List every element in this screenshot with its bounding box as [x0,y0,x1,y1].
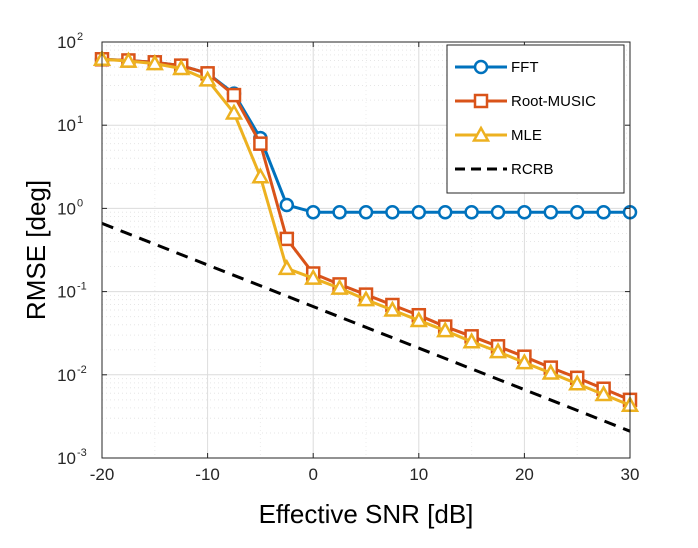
y-tick-label: 10 -3 [57,447,87,468]
data-point-mle [568,374,587,391]
data-point-mle [515,353,534,370]
y-tick-label: 10 1 [57,114,83,135]
x-axis-label: Effective SNR [dB] [259,499,474,529]
data-point-mle [251,167,270,184]
y-tick-base: 10 [57,366,76,385]
y-tick-label: 10 -2 [57,364,87,385]
data-point-mle [330,278,349,295]
y-tick-base: 10 [57,199,76,218]
legend-label: FFT [511,59,539,76]
plot-frame [101,41,631,459]
data-point-fft [385,204,400,220]
data-point-mle [383,300,402,317]
y-tick-base: 10 [57,33,76,52]
legend-entry-rcrb: RCRB [455,161,554,178]
data-point-fft [543,204,559,220]
legend-label: RCRB [511,161,554,178]
y-axis-label: RMSE [deg] [21,180,51,320]
data-point-fft [358,204,374,220]
x-tick-label: 10 [409,465,428,484]
data-point-mle [541,363,560,380]
data-point-fft [332,204,347,220]
data-point-fft [305,204,321,220]
data-point-fft [279,197,295,213]
y-tick-exponent: -3 [77,447,87,459]
data-point-mle [172,58,191,76]
y-tick-exponent: -2 [77,364,87,376]
data-point-mle [119,51,138,68]
y-tick-label: 10 2 [57,31,83,52]
data-point-root-music [279,231,295,247]
y-tick-exponent: -1 [77,281,87,293]
data-point-fft [569,204,585,220]
data-point-mle [436,321,455,338]
y-tick-exponent: 2 [77,31,83,43]
data-point-mle [488,342,508,359]
data-point-mle [409,310,428,328]
legend-swatch-marker [471,125,491,142]
data-point-mle [356,290,376,307]
legend-entry-mle: MLE [455,125,542,144]
data-point-mle [145,54,164,71]
y-tick-exponent: 0 [77,197,83,209]
legend: FFT Root-MUSIC MLE RCRB [446,44,625,194]
data-point-mle [462,332,481,349]
y-tick-label: 10 -1 [57,281,87,302]
y-tick-base: 10 [57,116,76,135]
data-point-fft [437,204,453,220]
data-point-root-music [253,136,268,151]
data-point-mle [198,70,217,87]
series-line-rcrb [101,222,631,433]
data-point-root-music [226,87,242,103]
legend-label: Root-MUSIC [511,93,596,110]
x-tick-label: 0 [308,465,317,484]
x-tick-label: 30 [621,465,640,484]
legend-label: MLE [511,127,542,144]
legend-swatch-marker [473,59,489,75]
x-tick-label: -20 [90,465,115,484]
data-point-mle [304,268,323,285]
x-tick-label: -10 [195,465,220,484]
series-mle [92,49,640,413]
y-tick-base: 10 [57,283,76,302]
data-point-fft [490,204,506,220]
y-tick-exponent: 1 [77,114,83,126]
data-point-mle [594,384,613,402]
y-tick-label: 10 0 [57,197,83,218]
legend-entry-fft: FFT [455,59,539,76]
legend-swatch-marker [473,93,489,109]
data-point-fft [596,204,611,220]
data-point-fft [411,204,427,220]
data-point-fft [517,204,532,220]
data-point-mle [277,258,296,276]
legend-entry-root-music: Root-MUSIC [455,93,596,110]
data-point-fft [464,204,479,220]
y-tick-base: 10 [57,449,76,468]
data-point-mle [224,103,244,120]
x-tick-label: 20 [515,465,534,484]
series-rcrb [101,222,631,433]
